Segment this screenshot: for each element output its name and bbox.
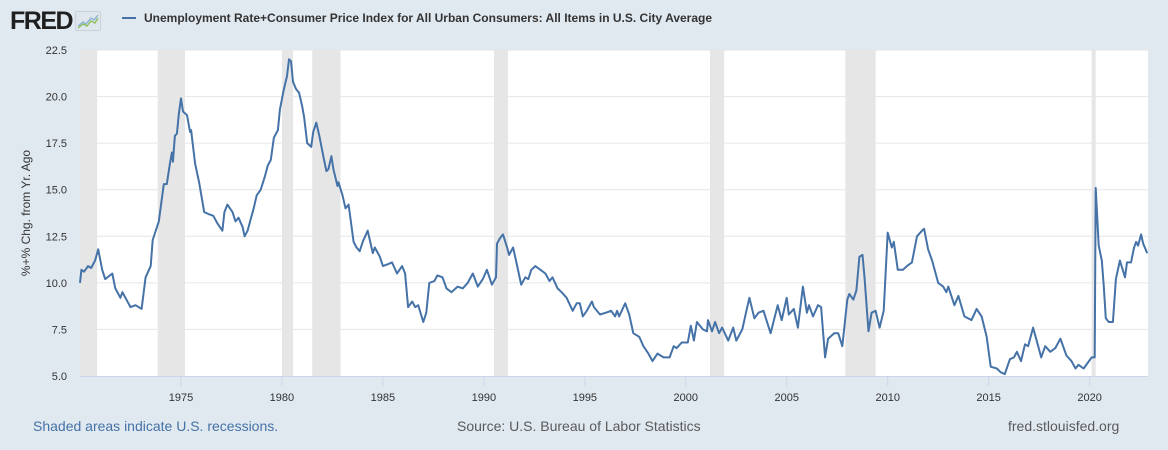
grid-lines: [80, 49, 1148, 330]
x-tick-label: 1990: [472, 392, 496, 404]
y-axis: 5.0 7.5 10.0 12.5 15.0 17.5 20.0 22.5: [46, 45, 67, 383]
y-tick-label: 12.5: [46, 231, 67, 243]
y-tick-label: 10.0: [46, 278, 67, 290]
x-axis: 1975 1980 1985 1990 1995 2000 2005 2010 2015 2020: [80, 376, 1148, 404]
x-tick-label: 2000: [674, 392, 698, 404]
x-tick-label: 1995: [573, 392, 597, 404]
recession-note-link[interactable]: Shaded areas indicate U.S. recessions.: [33, 418, 279, 434]
y-tick-label: 15.0: [46, 185, 67, 197]
logo-text: FRED: [10, 7, 74, 35]
x-tick-label: 1975: [169, 392, 193, 404]
legend[interactable]: Unemployment Rate+Consumer Price Index f…: [122, 11, 712, 25]
x-tick-label: 1985: [371, 392, 395, 404]
recession-band: [312, 50, 341, 376]
y-tick-label: 22.5: [46, 45, 67, 57]
y-tick-label: 20.0: [46, 92, 67, 104]
recession-band: [845, 50, 876, 376]
x-tick-label: 2015: [976, 392, 1000, 404]
source-text: Source: U.S. Bureau of Labor Statistics: [457, 418, 701, 434]
recession-band: [493, 50, 509, 376]
x-tick-label: 2005: [775, 392, 799, 404]
recession-band: [1091, 50, 1096, 376]
recession-band: [710, 50, 725, 376]
x-tick-label: 1980: [270, 392, 294, 404]
x-tick-label: 2010: [875, 392, 899, 404]
series-line[interactable]: [79, 58, 1149, 376]
recession-band: [281, 50, 294, 376]
recession-band: [80, 50, 98, 376]
line-chart-icon: [75, 11, 102, 31]
legend-label: Unemployment Rate+Consumer Price Index f…: [144, 11, 713, 25]
y-tick-label: 17.5: [46, 138, 67, 150]
site-link[interactable]: fred.stlouisfed.org: [1008, 418, 1120, 434]
y-tick-label: 7.5: [52, 324, 67, 336]
fred-logo[interactable]: FRED: [10, 7, 102, 35]
y-tick-label: 5.0: [52, 371, 67, 383]
y-axis-label: %+% Chg. from Yr. Ago: [19, 150, 33, 277]
x-tick-label: 2020: [1077, 392, 1101, 404]
legend-swatch: [122, 17, 136, 19]
plot-area: [80, 50, 1148, 376]
